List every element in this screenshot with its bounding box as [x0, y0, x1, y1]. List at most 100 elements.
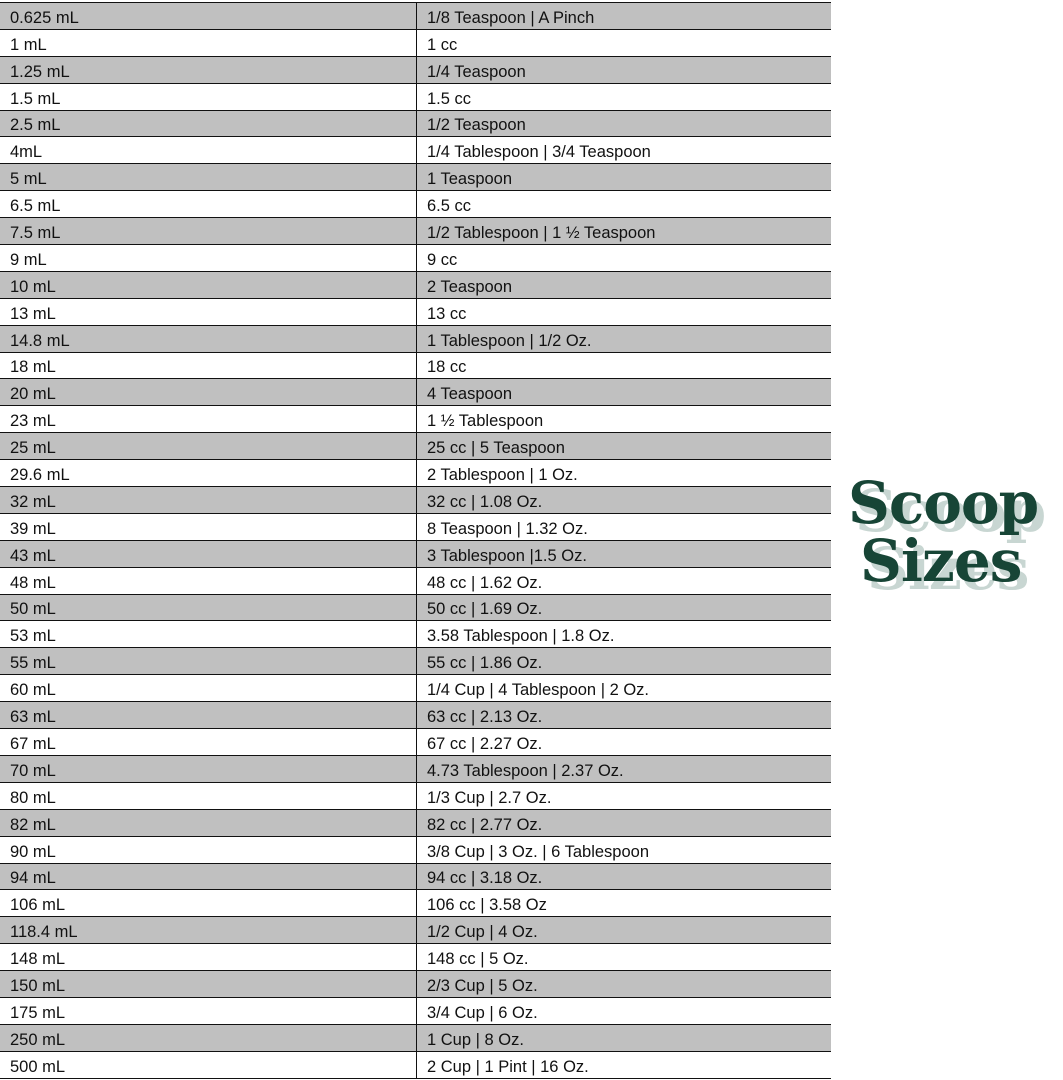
metric-volume-cell: 48 mL	[0, 566, 417, 595]
equivalent-measure-cell: 8 Teaspoon | 1.32 Oz.	[416, 512, 831, 541]
logo-line-1: Scoop	[848, 469, 1039, 537]
metric-volume-cell: 118.4 mL	[0, 916, 417, 945]
metric-volume-cell: 9 mL	[0, 244, 417, 272]
table-row: 150 mL 2/3 Cup | 5 Oz.	[0, 970, 831, 998]
table-row: 32 mL 32 cc | 1.08 Oz.	[0, 486, 831, 514]
equivalent-measure-cell: 1 cc	[416, 28, 831, 57]
equivalent-measure-cell: 3 Tablespoon |1.5 Oz.	[416, 539, 831, 568]
equivalent-measure-cell: 94 cc | 3.18 Oz.	[416, 862, 831, 891]
table-row: 70 mL 4.73 Tablespoon | 2.37 Oz.	[0, 754, 831, 783]
metric-volume-cell: 13 mL	[0, 297, 417, 326]
equivalent-measure-cell: 2/3 Cup | 5 Oz.	[416, 970, 831, 998]
table-row: 60 mL 1/4 Cup | 4 Tablespoon | 2 Oz.	[0, 674, 831, 703]
equivalent-measure-cell: 106 cc | 3.58 Oz	[416, 889, 831, 918]
table-row: 2.5 mL 1/2 Teaspoon	[0, 109, 831, 138]
metric-volume-cell: 82 mL	[0, 808, 417, 837]
equivalent-measure-cell: 3.58 Tablespoon | 1.8 Oz.	[416, 620, 831, 649]
table-row: 14.8 mL 1 Tablespoon | 1/2 Oz.	[0, 324, 831, 353]
equivalent-measure-cell: 63 cc | 2.13 Oz.	[416, 701, 831, 730]
metric-volume-cell: 106 mL	[0, 889, 417, 918]
equivalent-measure-cell: 67 cc | 2.27 Oz.	[416, 728, 831, 756]
equivalent-measure-cell: 1/4 Tablespoon | 3/4 Teaspoon	[416, 136, 831, 165]
table-row: 53 mL 3.58 Tablespoon | 1.8 Oz.	[0, 620, 831, 649]
table-row: 80 mL 1/3 Cup | 2.7 Oz.	[0, 781, 831, 810]
table-row: 50 mL 50 cc | 1.69 Oz.	[0, 593, 831, 622]
metric-volume-cell: 20 mL	[0, 378, 417, 407]
table-row: 20 mL 4 Teaspoon	[0, 378, 831, 407]
metric-volume-cell: 175 mL	[0, 996, 417, 1025]
table-row: 39 mL 8 Teaspoon | 1.32 Oz.	[0, 512, 831, 541]
metric-volume-cell: 150 mL	[0, 970, 417, 998]
metric-volume-cell: 148 mL	[0, 943, 417, 972]
table-row: 5 mL 1 Teaspoon	[0, 163, 831, 192]
metric-volume-cell: 1.25 mL	[0, 55, 417, 84]
table-row: 82 mL 82 cc | 2.77 Oz.	[0, 808, 831, 837]
table-row: 90 mL 3/8 Cup | 3 Oz. | 6 Tablespoon	[0, 835, 831, 864]
metric-volume-cell: 500 mL	[0, 1050, 417, 1079]
metric-volume-cell: 6.5 mL	[0, 190, 417, 219]
equivalent-measure-cell: 9 cc	[416, 244, 831, 272]
table-row: 106 mL 106 cc | 3.58 Oz	[0, 889, 831, 918]
metric-volume-cell: 250 mL	[0, 1023, 417, 1052]
equivalent-measure-cell: 13 cc	[416, 297, 831, 326]
table-row: 6.5 mL 6.5 cc	[0, 190, 831, 219]
metric-volume-cell: 29.6 mL	[0, 459, 417, 488]
table-row: 1.25 mL 1/4 Teaspoon	[0, 55, 831, 84]
metric-volume-cell: 5 mL	[0, 163, 417, 192]
metric-volume-cell: 2.5 mL	[0, 109, 417, 138]
equivalent-measure-cell: 148 cc | 5 Oz.	[416, 943, 831, 972]
table-row: 118.4 mL 1/2 Cup | 4 Oz.	[0, 916, 831, 945]
table-row: 13 mL 13 cc	[0, 297, 831, 326]
metric-volume-cell: 43 mL	[0, 539, 417, 568]
table-row: 43 mL 3 Tablespoon |1.5 Oz.	[0, 539, 831, 568]
equivalent-measure-cell: 1 Cup | 8 Oz.	[416, 1023, 831, 1052]
metric-volume-cell: 60 mL	[0, 674, 417, 703]
equivalent-measure-cell: 1 Teaspoon	[416, 163, 831, 192]
table-row: 25 mL 25 cc | 5 Teaspoon	[0, 432, 831, 461]
equivalent-measure-cell: 1/8 Teaspoon | A Pinch	[416, 2, 831, 30]
equivalent-measure-cell: 1.5 cc	[416, 82, 831, 111]
metric-volume-cell: 0.625 mL	[0, 2, 417, 30]
equivalent-measure-cell: 18 cc	[416, 351, 831, 380]
table-row: 250 mL 1 Cup | 8 Oz.	[0, 1023, 831, 1052]
table-row: 63 mL 63 cc | 2.13 Oz.	[0, 701, 831, 730]
metric-volume-cell: 1.5 mL	[0, 82, 417, 111]
metric-volume-cell: 18 mL	[0, 351, 417, 380]
table-row: 175 mL 3/4 Cup | 6 Oz.	[0, 996, 831, 1025]
table-row: 23 mL 1 ½ Tablespoon	[0, 405, 831, 434]
equivalent-measure-cell: 3/8 Cup | 3 Oz. | 6 Tablespoon	[416, 835, 831, 864]
table-row: 1.5 mL 1.5 cc	[0, 82, 831, 111]
metric-volume-cell: 67 mL	[0, 728, 417, 756]
equivalent-measure-cell: 3/4 Cup | 6 Oz.	[416, 996, 831, 1025]
equivalent-measure-cell: 50 cc | 1.69 Oz.	[416, 593, 831, 622]
equivalent-measure-cell: 1/2 Teaspoon	[416, 109, 831, 138]
equivalent-measure-cell: 4.73 Tablespoon | 2.37 Oz.	[416, 754, 831, 783]
equivalent-measure-cell: 2 Tablespoon | 1 Oz.	[416, 459, 831, 488]
metric-volume-cell: 10 mL	[0, 270, 417, 299]
equivalent-measure-cell: 1 Tablespoon | 1/2 Oz.	[416, 324, 831, 353]
metric-volume-cell: 50 mL	[0, 593, 417, 622]
equivalent-measure-cell: 55 cc | 1.86 Oz.	[416, 647, 831, 676]
metric-volume-cell: 55 mL	[0, 647, 417, 676]
metric-volume-cell: 53 mL	[0, 620, 417, 649]
equivalent-measure-cell: 1/2 Cup | 4 Oz.	[416, 916, 831, 945]
equivalent-measure-cell: 48 cc | 1.62 Oz.	[416, 566, 831, 595]
table-row: 48 mL 48 cc | 1.62 Oz.	[0, 566, 831, 595]
equivalent-measure-cell: 4 Teaspoon	[416, 378, 831, 407]
metric-volume-cell: 39 mL	[0, 512, 417, 541]
table-row: 29.6 mL 2 Tablespoon | 1 Oz.	[0, 459, 831, 488]
metric-volume-cell: 94 mL	[0, 862, 417, 891]
metric-volume-cell: 7.5 mL	[0, 217, 417, 246]
metric-volume-cell: 70 mL	[0, 754, 417, 783]
metric-volume-cell: 4mL	[0, 136, 417, 165]
equivalent-measure-cell: 1/4 Teaspoon	[416, 55, 831, 84]
table-row: 9 mL 9 cc	[0, 244, 831, 272]
table-row: 1 mL 1 cc	[0, 28, 831, 57]
table-row: 67 mL 67 cc | 2.27 Oz.	[0, 728, 831, 756]
equivalent-measure-cell: 2 Cup | 1 Pint | 16 Oz.	[416, 1050, 831, 1079]
metric-volume-cell: 1 mL	[0, 28, 417, 57]
equivalent-measure-cell: 1/3 Cup | 2.7 Oz.	[416, 781, 831, 810]
logo-line-2: Sizes	[860, 527, 1022, 595]
equivalent-measure-cell: 1 ½ Tablespoon	[416, 405, 831, 434]
equivalent-measure-cell: 25 cc | 5 Teaspoon	[416, 432, 831, 461]
